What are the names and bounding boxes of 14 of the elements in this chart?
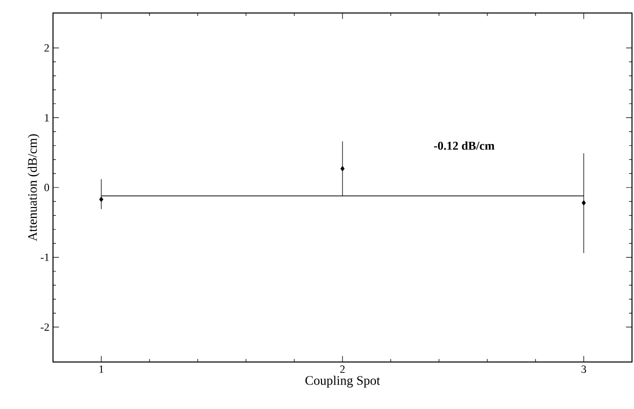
x-tick-label: 1 [99,366,104,373]
x-tick-label: 3 [582,366,586,373]
x-tick-label: 2 [340,366,345,373]
x-axis-title: Coupling Spot [305,376,380,388]
point [340,166,345,172]
y-tick-label: 2 [44,44,49,52]
y-tick-label: 1 [44,114,49,122]
y-axis-title: Attenuation (dB/cm) [28,134,40,242]
y-tick-label: 0 [44,184,50,192]
annotation: -0.12 dB/cm [434,141,494,150]
y-tick-label: -2 [40,323,49,331]
point [582,200,586,206]
point [99,196,104,202]
y-tick-label: -1 [40,254,49,261]
